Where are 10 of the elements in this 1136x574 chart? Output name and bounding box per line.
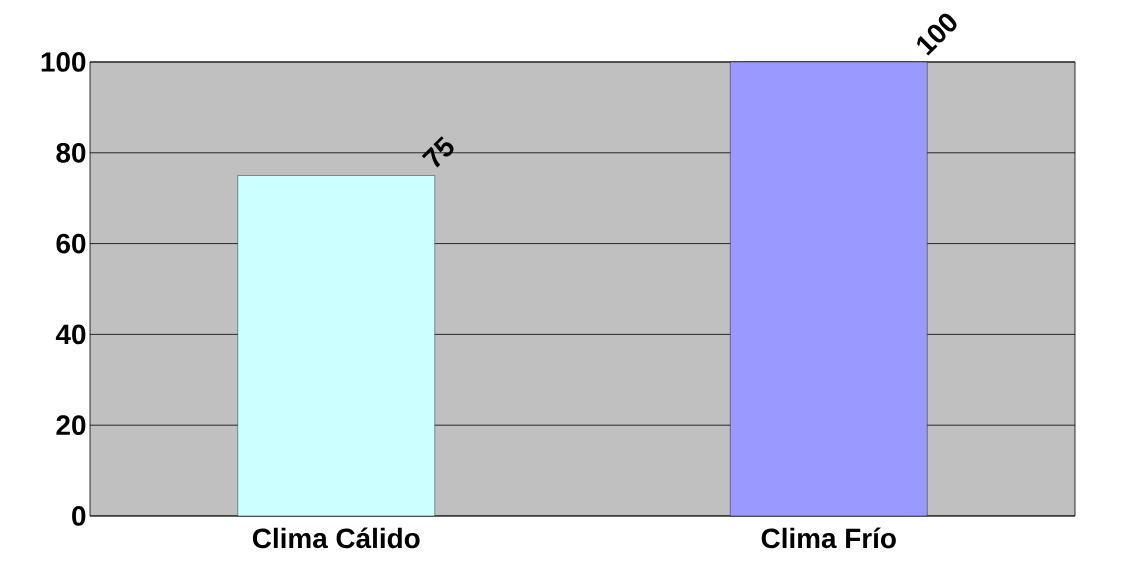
y-tick-label: 0: [72, 506, 86, 526]
y-tick-label: 20: [56, 415, 86, 436]
data-label: 100: [917, 13, 957, 56]
y-tick-label: 60: [56, 233, 86, 254]
x-tick-label: Clima Frío: [761, 527, 896, 549]
data-label: 75: [421, 136, 454, 168]
x-tick-label: Clima Cálido: [252, 527, 420, 549]
y-tick-label: 100: [41, 52, 86, 72]
y-tick-label: 80: [56, 142, 86, 163]
y-tick-label: 40: [55, 324, 86, 345]
